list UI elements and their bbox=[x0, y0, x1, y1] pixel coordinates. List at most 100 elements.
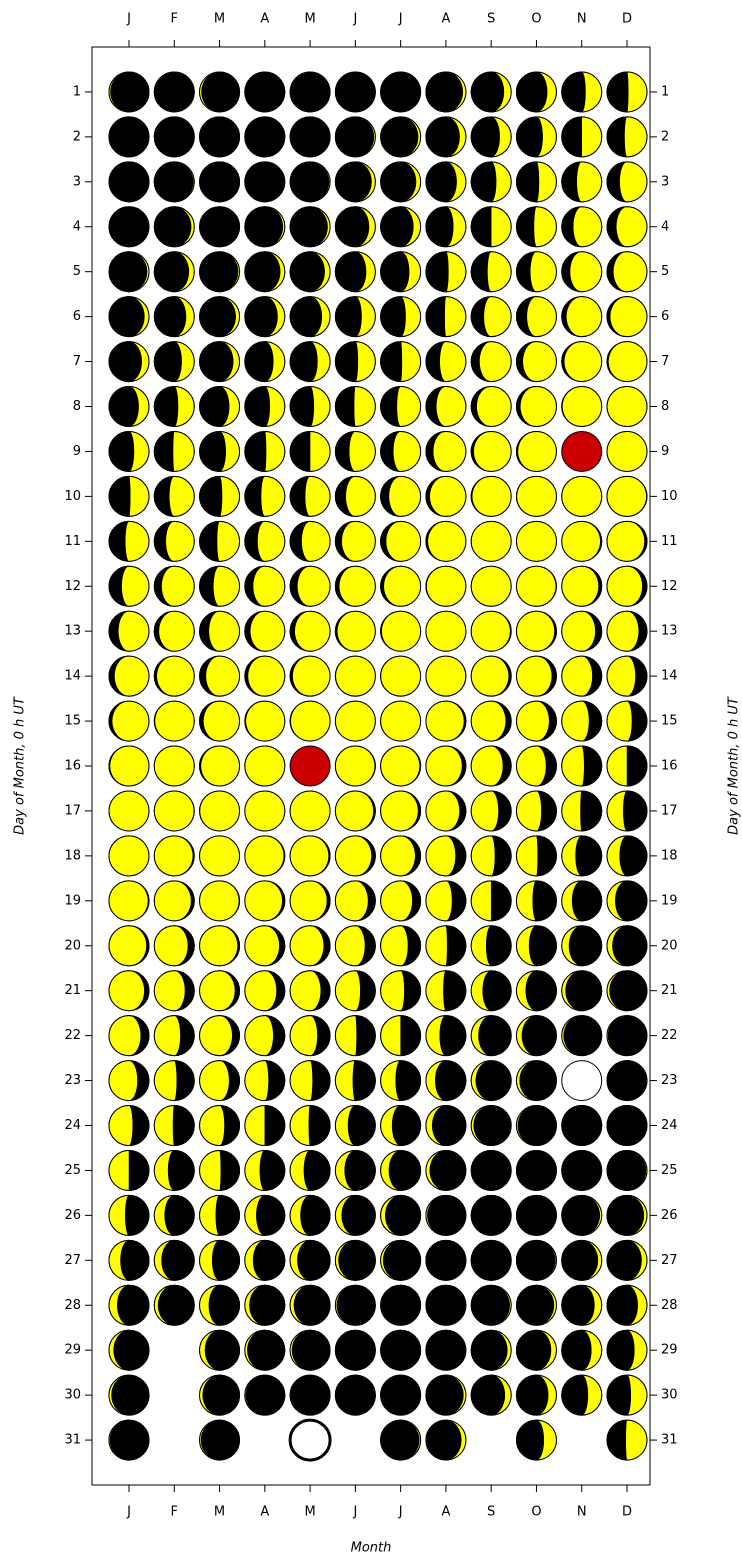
moon bbox=[290, 1420, 330, 1460]
moon bbox=[109, 926, 149, 966]
x-tick-label-bottom: J bbox=[352, 1505, 357, 1520]
moon bbox=[200, 342, 240, 382]
moon bbox=[154, 387, 194, 427]
moon bbox=[607, 1420, 647, 1460]
moon bbox=[200, 162, 240, 202]
moon bbox=[154, 1195, 194, 1235]
moon bbox=[335, 207, 375, 247]
page: Month Day of Month, 0 h UT Day of Month,… bbox=[0, 0, 742, 1560]
moon bbox=[245, 701, 285, 741]
moon bbox=[290, 701, 330, 741]
moon bbox=[516, 207, 556, 247]
moon bbox=[335, 1330, 375, 1370]
x-tick-label: S bbox=[487, 12, 495, 27]
moon bbox=[381, 521, 421, 561]
moon bbox=[109, 836, 149, 876]
moon bbox=[154, 791, 194, 831]
moon bbox=[607, 297, 647, 337]
y-tick-label-right: 23 bbox=[661, 1073, 678, 1088]
moon bbox=[562, 72, 602, 112]
moon bbox=[290, 1285, 330, 1325]
y-tick-label: 15 bbox=[64, 714, 81, 729]
moon bbox=[109, 1106, 149, 1146]
moon bbox=[516, 1285, 556, 1325]
y-tick-label: 14 bbox=[64, 669, 81, 684]
moon bbox=[426, 656, 466, 696]
moon bbox=[200, 207, 240, 247]
moon bbox=[245, 656, 285, 696]
moon bbox=[381, 881, 421, 921]
moon bbox=[109, 297, 149, 337]
moon-highlight bbox=[290, 1420, 330, 1460]
moon bbox=[335, 1061, 375, 1101]
moon bbox=[335, 1375, 375, 1415]
moon bbox=[154, 476, 194, 516]
y-tick-label: 8 bbox=[73, 399, 81, 414]
moon bbox=[200, 387, 240, 427]
moon bbox=[154, 521, 194, 561]
moon bbox=[562, 791, 602, 831]
moon bbox=[562, 1375, 602, 1415]
moon bbox=[109, 1016, 149, 1056]
moon bbox=[109, 1420, 149, 1460]
moon bbox=[154, 117, 194, 157]
moon bbox=[426, 1240, 466, 1280]
y-tick-label-right: 20 bbox=[661, 938, 678, 953]
moon bbox=[154, 1061, 194, 1101]
x-tick-label-bottom: J bbox=[398, 1505, 403, 1520]
moon bbox=[562, 162, 602, 202]
moon bbox=[200, 881, 240, 921]
moon bbox=[245, 566, 285, 606]
moon bbox=[516, 521, 556, 561]
y-tick-label: 2 bbox=[73, 129, 81, 144]
moon bbox=[471, 926, 511, 966]
moon bbox=[335, 836, 375, 876]
moon bbox=[381, 162, 421, 202]
y-axis-title: Day of Month, 0 h UT bbox=[13, 696, 28, 835]
moon bbox=[516, 1375, 556, 1415]
y-tick-label-right: 7 bbox=[661, 354, 669, 369]
moon bbox=[109, 521, 149, 561]
moon bbox=[154, 1106, 194, 1146]
moon bbox=[290, 431, 330, 471]
x-tick-label-bottom: M bbox=[214, 1505, 225, 1520]
moon bbox=[381, 971, 421, 1011]
moon bbox=[245, 297, 285, 337]
moon bbox=[245, 117, 285, 157]
moon bbox=[607, 926, 647, 966]
moon bbox=[471, 566, 511, 606]
moon bbox=[335, 971, 375, 1011]
y-tick-label: 16 bbox=[64, 759, 81, 774]
moon bbox=[200, 701, 240, 741]
moon bbox=[426, 252, 466, 292]
moon bbox=[426, 1420, 466, 1460]
moon bbox=[471, 611, 511, 651]
moon bbox=[381, 1150, 421, 1190]
moon bbox=[109, 431, 149, 471]
moon bbox=[245, 1240, 285, 1280]
moon bbox=[245, 342, 285, 382]
y-tick-label: 21 bbox=[64, 983, 81, 998]
y-tick-label: 23 bbox=[64, 1073, 81, 1088]
y-tick-label: 17 bbox=[64, 803, 81, 818]
moon bbox=[200, 476, 240, 516]
y-tick-label-right: 13 bbox=[661, 624, 678, 639]
moon bbox=[290, 1375, 330, 1415]
y-tick-label: 6 bbox=[73, 309, 81, 324]
moon bbox=[381, 611, 421, 651]
moon bbox=[471, 971, 511, 1011]
moon bbox=[381, 72, 421, 112]
moon bbox=[154, 72, 194, 112]
moon bbox=[290, 926, 330, 966]
x-tick-label-bottom: A bbox=[260, 1505, 269, 1520]
moon bbox=[109, 1195, 149, 1235]
moon bbox=[154, 342, 194, 382]
moon bbox=[154, 566, 194, 606]
x-tick-label: O bbox=[531, 12, 541, 27]
moon bbox=[471, 791, 511, 831]
y-tick-label-right: 5 bbox=[661, 264, 669, 279]
moon bbox=[607, 611, 647, 651]
moon bbox=[290, 387, 330, 427]
moon bbox=[426, 476, 466, 516]
moon bbox=[335, 521, 375, 561]
